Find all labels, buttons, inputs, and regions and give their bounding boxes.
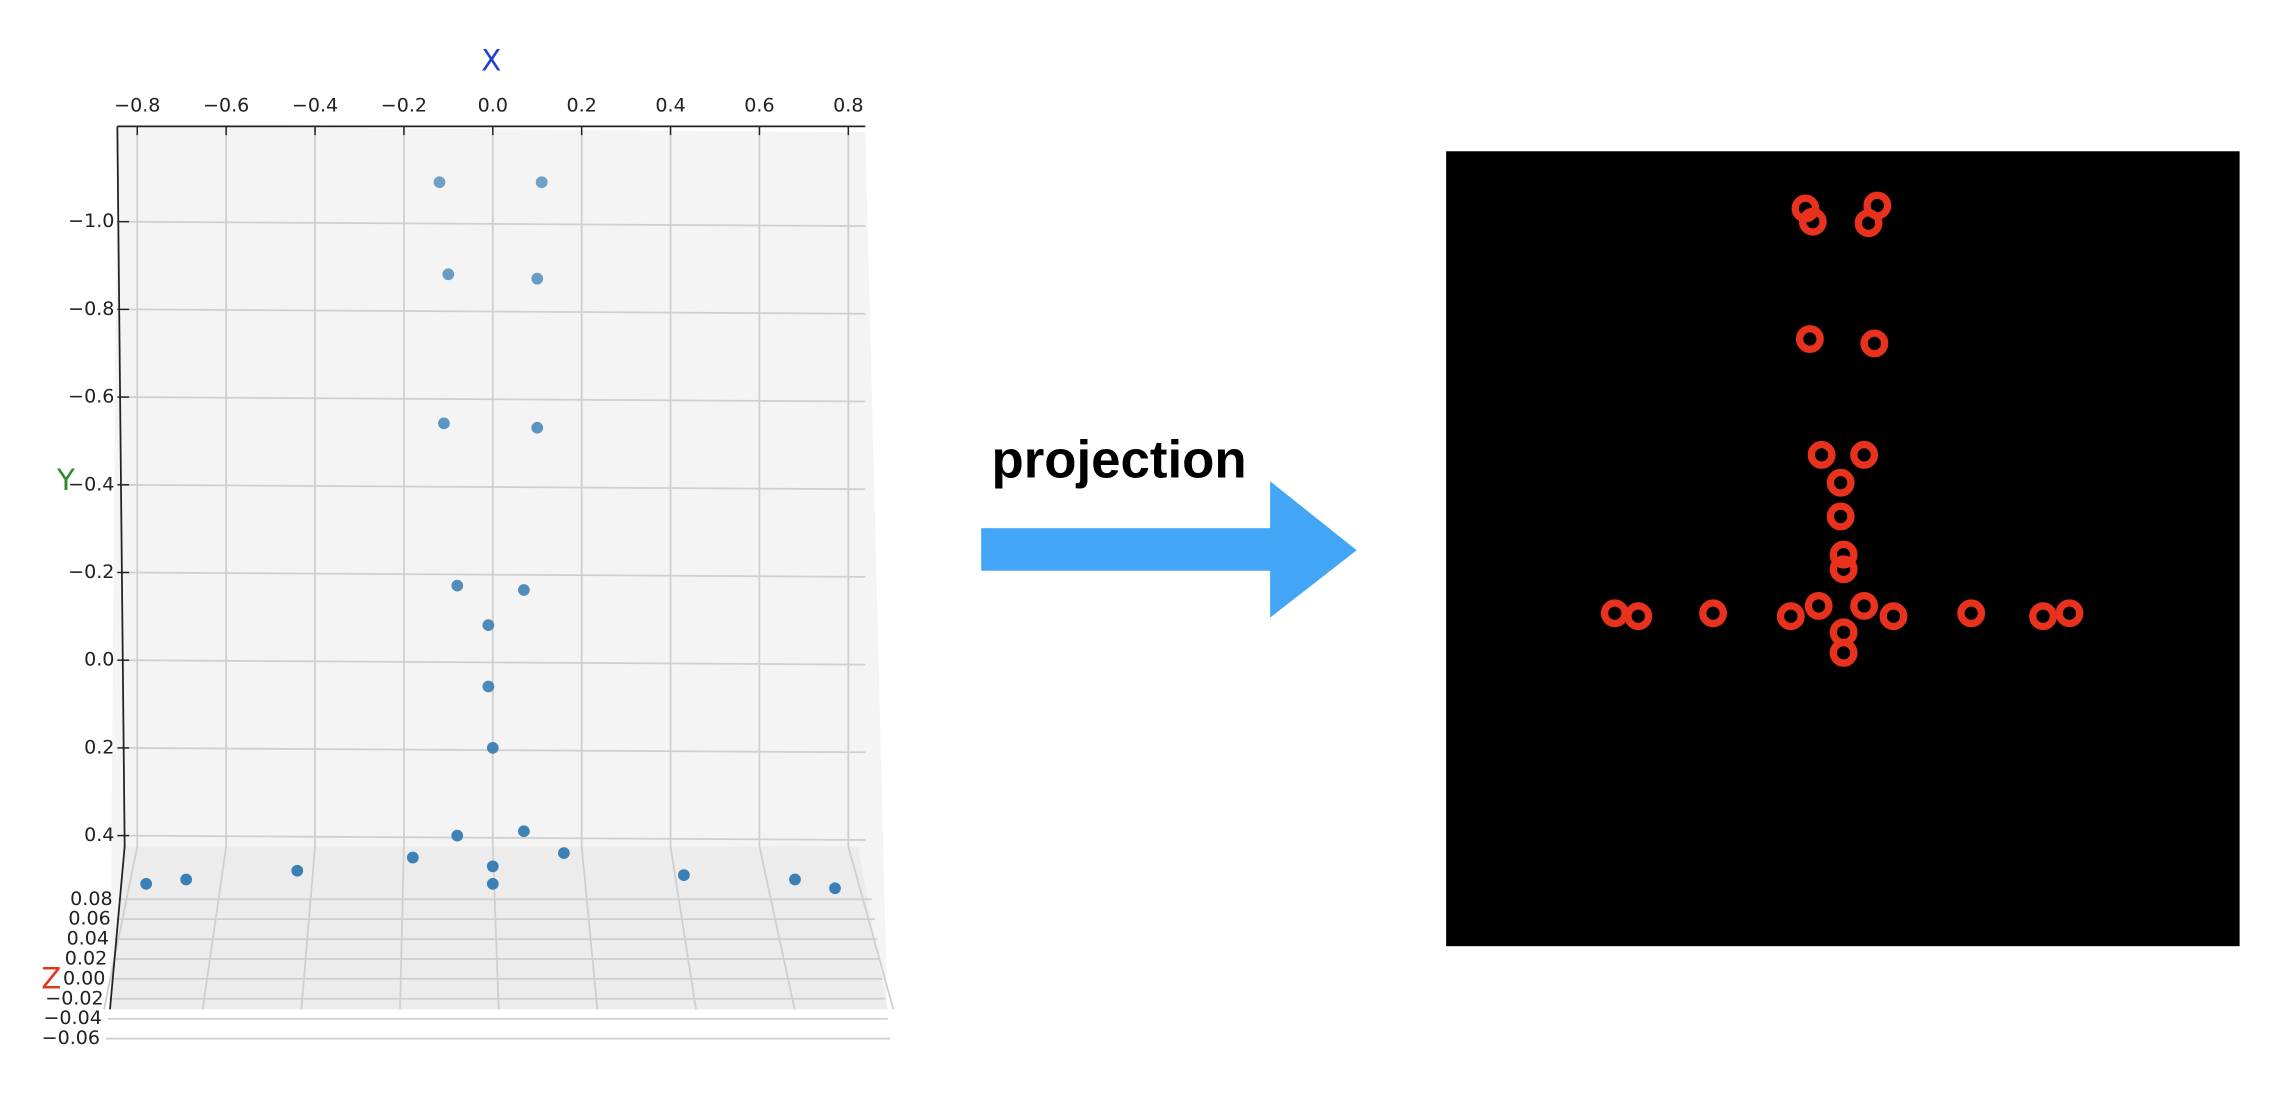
y-tick-label: −0.6: [68, 386, 114, 408]
grid-line: [399, 846, 405, 1010]
z-axis-line: [109, 846, 126, 1010]
projected-joint: [1776, 602, 1805, 631]
x-tick-label: 0.6: [744, 94, 774, 116]
x-tick-label: −0.6: [203, 94, 249, 116]
projection-image: [1446, 151, 2240, 947]
grid-line: [121, 308, 866, 315]
z-tick-label: 0.02: [65, 947, 107, 969]
grid-line: [121, 834, 866, 841]
point: [558, 847, 570, 860]
point: [789, 873, 801, 886]
projected-joint: [1850, 440, 1879, 469]
point: [486, 877, 499, 890]
grid-line: [121, 396, 866, 403]
point: [518, 584, 530, 596]
arrow-shaft: [981, 528, 1272, 571]
x-tick-label: 0.2: [567, 94, 597, 116]
point: [482, 680, 495, 693]
grid-line: [121, 571, 866, 578]
x-tick-label: 0.8: [833, 94, 863, 116]
projected-joint: [1879, 602, 1908, 631]
z-tick-label: −0.06: [42, 1027, 100, 1049]
projected-joint: [1795, 325, 1824, 353]
pane: [110, 126, 888, 1010]
point: [486, 860, 499, 873]
point: [451, 829, 464, 842]
arrow-label: projection: [991, 431, 1246, 490]
projected-joint: [1826, 502, 1855, 531]
x-tick-label: −0.4: [292, 94, 338, 116]
point: [678, 869, 690, 881]
point: [518, 825, 530, 838]
z-tick-label: 0.04: [67, 928, 109, 950]
point: [531, 272, 544, 285]
point: [406, 851, 419, 864]
z-tick-label: 0.00: [63, 967, 105, 989]
y-tick-label: 0.4: [84, 824, 114, 846]
grid-line: [580, 846, 599, 1010]
y-tick-label: −1.0: [68, 210, 114, 232]
projected-joint: [1807, 440, 1836, 469]
point: [438, 417, 450, 430]
x-tick-label: −0.8: [114, 94, 160, 116]
y-tick-label: 0.2: [84, 736, 114, 758]
arrow-head: [1270, 481, 1357, 618]
x-tick-label: 0.0: [478, 94, 508, 116]
projected-joint: [1860, 329, 1889, 358]
projected-joint: [1829, 540, 1858, 569]
grid-line: [300, 846, 316, 1010]
projected-joint: [1829, 555, 1858, 584]
projected-joint: [2055, 599, 2084, 628]
projected-joint: [1826, 468, 1855, 497]
grid-line: [669, 846, 697, 1010]
y-axis-label: Y: [56, 463, 75, 497]
y-axis-line: [116, 126, 126, 847]
x-axis-label: X: [481, 43, 501, 77]
projected-joint: [1957, 599, 1986, 628]
y-tick-label: −0.2: [68, 561, 114, 583]
z-tick-label: −0.02: [45, 987, 103, 1009]
point: [180, 873, 193, 886]
grid-line: [847, 846, 895, 1010]
point: [486, 742, 499, 754]
point: [140, 877, 153, 890]
point: [442, 268, 455, 281]
projected-joint: [1699, 599, 1727, 628]
point: [531, 421, 544, 434]
point: [433, 176, 446, 189]
projected-joint: [1804, 591, 1833, 620]
grid-line: [201, 846, 228, 1010]
z-tick-label: 0.08: [70, 888, 112, 910]
projected-joint: [1829, 638, 1858, 667]
point: [535, 176, 548, 189]
z-axis-label: Z: [41, 961, 61, 995]
point: [482, 619, 495, 631]
y-tick-label: −0.4: [68, 473, 114, 495]
projected-joint: [1854, 209, 1883, 238]
point: [451, 579, 464, 592]
projected-joint: [1850, 591, 1879, 620]
projected-joint: [1624, 602, 1653, 631]
y-tick-label: −0.8: [68, 298, 114, 320]
grid-line: [121, 483, 866, 491]
point: [829, 882, 841, 895]
x-tick-label: −0.2: [381, 94, 427, 116]
grid-line: [491, 846, 500, 1010]
point: [291, 864, 304, 877]
grid-line: [121, 220, 866, 227]
z-tick-label: 0.06: [68, 908, 110, 930]
grid-line: [121, 659, 866, 666]
grid-line: [103, 846, 139, 1010]
projected-joint: [1798, 207, 1827, 236]
z-tick-label: −0.04: [43, 1007, 101, 1029]
projected-joint: [2029, 602, 2057, 631]
x-tick-label: 0.4: [655, 94, 685, 116]
y-tick-label: 0.0: [84, 649, 114, 671]
grid-line: [758, 846, 796, 1010]
